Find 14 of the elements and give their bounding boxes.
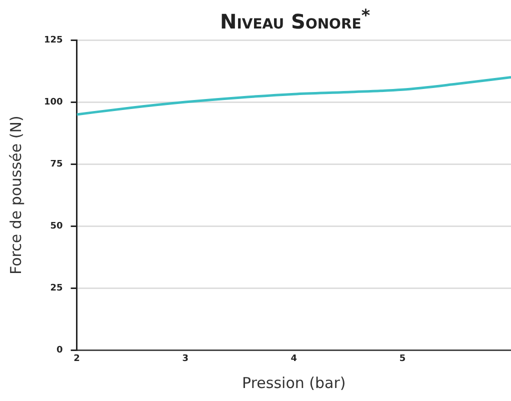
x-tick-label: 4 — [290, 354, 298, 364]
y-tick-label: 25 — [50, 284, 63, 294]
y-tick-label: 0 — [56, 346, 63, 356]
y-axis-title: Force de poussée (N) — [6, 116, 25, 275]
y-tick-label: 125 — [44, 35, 63, 46]
y-tick-label: 100 — [44, 97, 63, 108]
x-axis-title: Pression (bar) — [242, 374, 346, 392]
x-tick-label: 3 — [182, 354, 188, 364]
y-tick-label: 75 — [50, 159, 63, 170]
line-series — [76, 76, 511, 116]
chart-title: Niveau Sonore$^{*}$ — [218, 6, 372, 34]
y-tick-label: 50 — [50, 221, 63, 232]
x-tick-label: 5 — [399, 354, 406, 364]
x-tick-label: 2 — [74, 354, 80, 364]
